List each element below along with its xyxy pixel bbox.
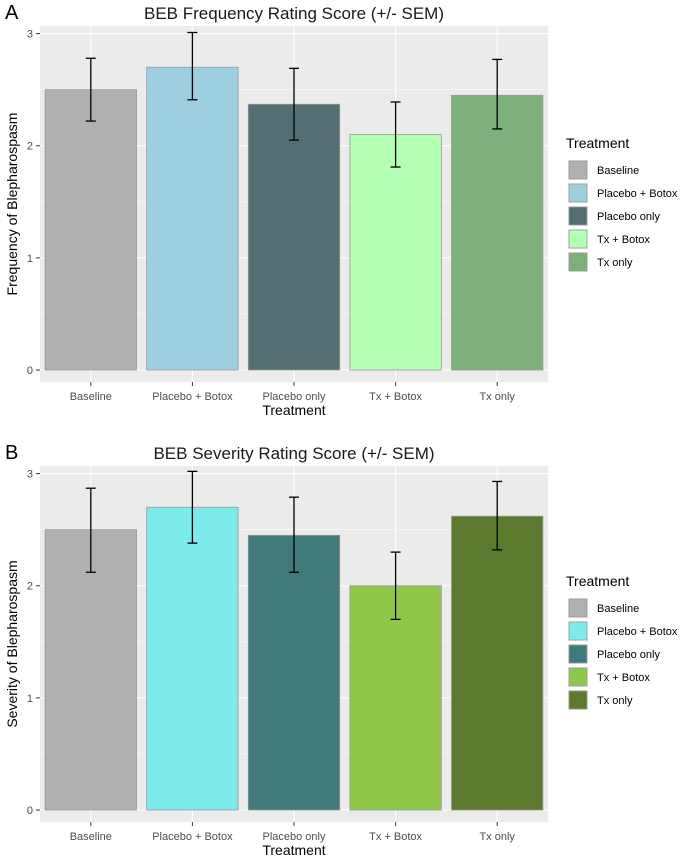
chart-title: BEB Frequency Rating Score (+/- SEM) xyxy=(144,4,444,23)
x-tick-label: Tx + Botox xyxy=(369,831,422,843)
bar-tx-botox xyxy=(349,134,442,371)
x-tick-label: Placebo only xyxy=(263,831,326,843)
panel-label: A xyxy=(5,2,19,24)
legend: Treatment Baseline Placebo + Botox Placebo … xyxy=(566,573,678,710)
legend-swatch xyxy=(568,598,588,618)
bar-placebo-only xyxy=(247,103,341,371)
y-tick-label: 3 xyxy=(27,469,33,481)
y-axis-title: Severity of Blepharospasm xyxy=(4,560,20,727)
x-tick-label: Placebo + Botox xyxy=(152,831,233,843)
legend-label: Tx only xyxy=(597,695,633,707)
bar-tx-botox xyxy=(349,585,442,811)
legend-label: Tx + Botox xyxy=(597,234,650,246)
bar-tx-only xyxy=(451,94,544,371)
x-tick-label: Tx only xyxy=(479,831,515,843)
legend-swatch xyxy=(568,206,588,226)
legend-label: Baseline xyxy=(597,165,639,177)
legend-label: Tx only xyxy=(597,257,633,269)
legend-label: Baseline xyxy=(597,603,639,615)
error-bar xyxy=(187,470,198,544)
bar-baseline xyxy=(44,89,137,371)
legend-swatch xyxy=(568,644,588,664)
legend: Treatment Baseline Placebo + Botox Placebo … xyxy=(566,135,678,272)
bar-placebo-only xyxy=(247,534,341,811)
x-tick-label: Tx + Botox xyxy=(369,391,422,403)
y-tick-label: 1 xyxy=(27,693,33,705)
chart-title: BEB Severity Rating Score (+/- SEM) xyxy=(153,444,434,463)
x-axis-title: Treatment xyxy=(262,842,325,858)
legend-label: Placebo + Botox xyxy=(597,188,678,200)
legend-label: Placebo only xyxy=(597,211,660,223)
legend-swatch xyxy=(568,667,588,687)
bar-tx-only xyxy=(451,515,544,811)
chart-panel-a: A BEB Frequency Rating Score (+/- SEM) 0 1 2… xyxy=(4,2,678,418)
chart-panel-b: B BEB Severity Rating Score (+/- SEM) 0 1 2 3… xyxy=(4,442,678,858)
legend-swatch xyxy=(568,621,588,641)
error-bar xyxy=(289,67,299,141)
bar-baseline xyxy=(44,529,137,811)
x-tick-label: Tx only xyxy=(479,391,515,403)
legend-title: Treatment xyxy=(566,135,629,151)
error-bar xyxy=(390,101,401,168)
error-bar xyxy=(492,480,503,551)
legend-swatch xyxy=(568,690,588,710)
legend-label: Placebo + Botox xyxy=(597,626,678,638)
y-tick-label: 2 xyxy=(27,141,33,153)
legend-swatch xyxy=(568,160,588,180)
bar-placebo-botox xyxy=(146,66,239,371)
y-tick-label: 1 xyxy=(27,253,33,265)
legend-label: Placebo only xyxy=(597,649,660,661)
error-bar xyxy=(289,496,299,573)
legend-swatch xyxy=(568,229,588,249)
y-tick-label: 0 xyxy=(27,365,33,377)
y-tick-label: 2 xyxy=(27,581,33,593)
x-tick-label: Placebo + Botox xyxy=(152,391,233,403)
legend-swatch xyxy=(568,252,588,272)
legend-label: Tx + Botox xyxy=(597,672,650,684)
error-bar xyxy=(492,58,503,130)
x-tick-label: Baseline xyxy=(70,391,112,403)
panel-label: B xyxy=(5,442,18,464)
error-bar xyxy=(85,57,96,122)
error-bar xyxy=(390,551,401,621)
error-bar xyxy=(85,487,96,573)
y-tick-label: 0 xyxy=(27,805,33,817)
legend-title: Treatment xyxy=(566,573,629,589)
y-tick-label: 3 xyxy=(27,29,33,41)
x-tick-label: Placebo only xyxy=(263,391,326,403)
y-axis-title: Frequency of Blepharospasm xyxy=(4,113,20,296)
x-axis-title: Treatment xyxy=(262,402,325,418)
x-tick-label: Baseline xyxy=(70,831,112,843)
legend-swatch xyxy=(568,183,588,203)
bar-placebo-botox xyxy=(146,506,239,811)
error-bar xyxy=(187,31,198,101)
